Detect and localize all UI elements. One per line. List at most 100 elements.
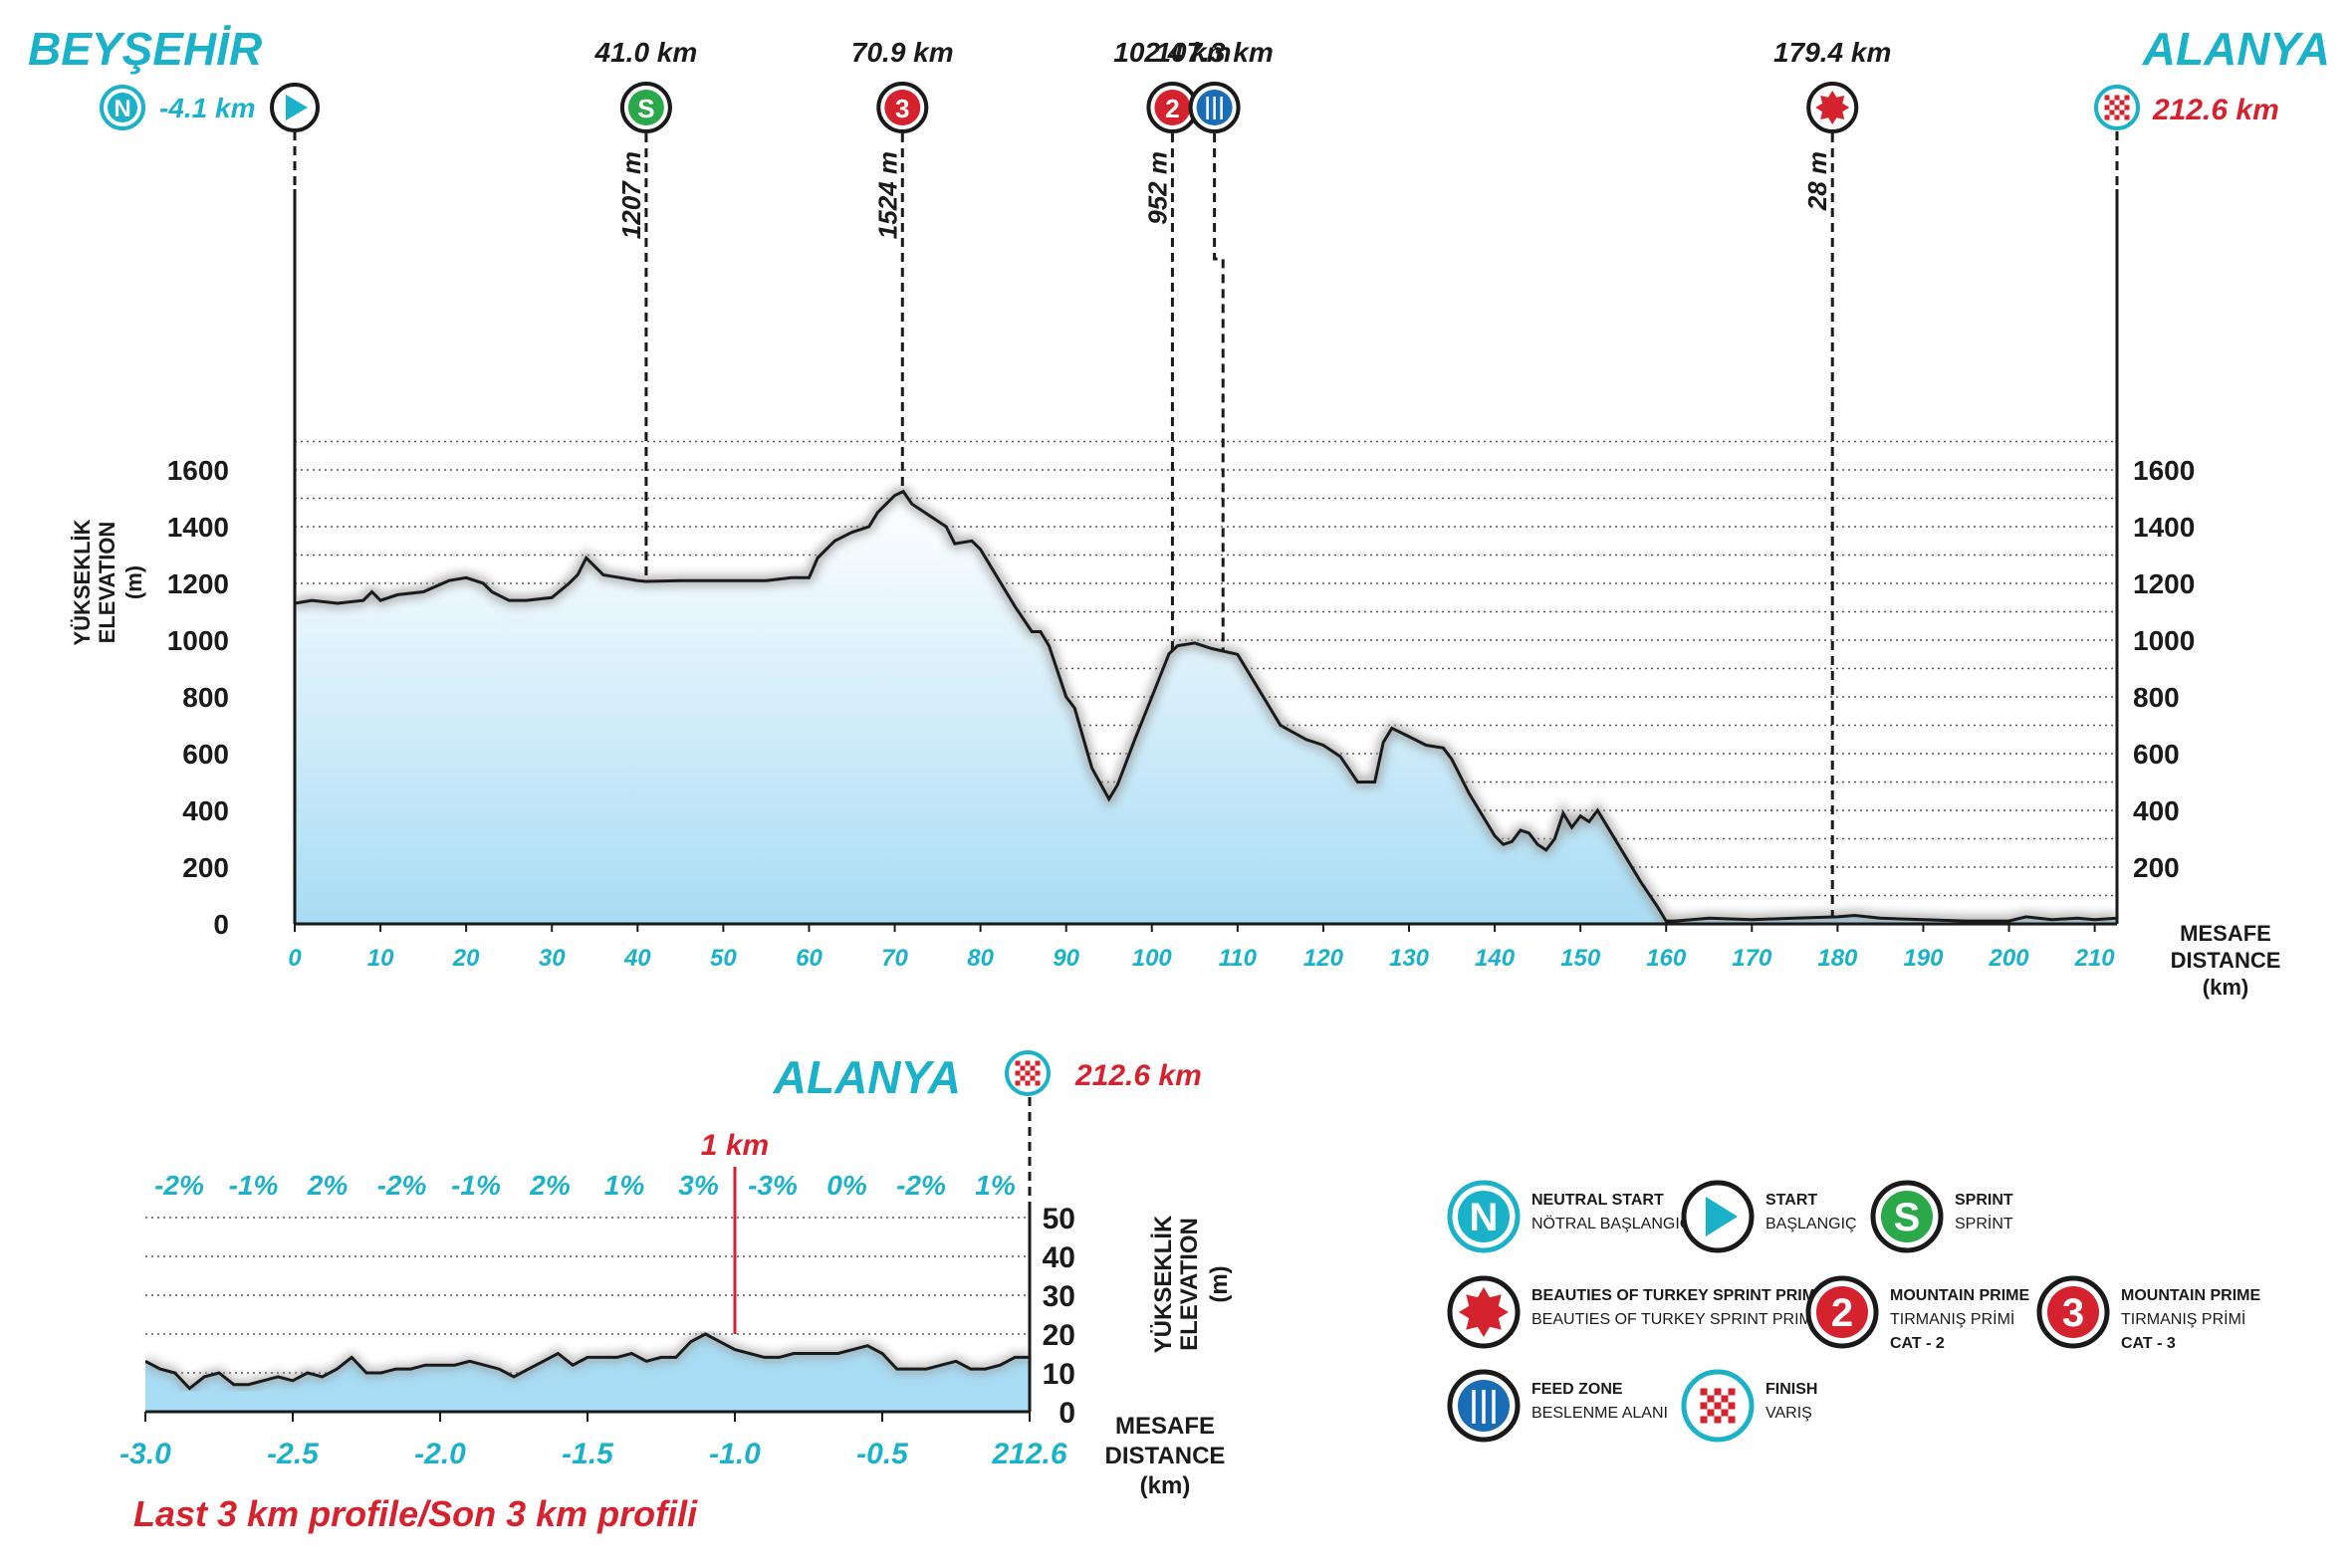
main-x-ticks: 0 10 20 30 40 50 60 70 80 90 100 110 120 130 140 150 160…: [288, 924, 2115, 972]
checker-square: [1714, 1409, 1722, 1417]
checker-square: [2114, 95, 2120, 101]
legend-icon-letter: N: [1470, 1196, 1499, 1239]
last3-x-title-1: MESAFE: [1115, 1413, 1215, 1440]
sprint-icon-disc: [627, 90, 664, 125]
feed-zone-icon: [1447, 1369, 1521, 1443]
checker-square: [1035, 1065, 1041, 1071]
main-x-title-2: DISTANCE: [2171, 948, 2281, 973]
checker-square: [2114, 105, 2120, 111]
checker-square: [2124, 100, 2130, 106]
checker-square: [1030, 1060, 1036, 1066]
checker-square: [1035, 1060, 1041, 1066]
checker-square: [2119, 95, 2125, 101]
legend-subtitle: TIRMANIŞ PRİMİ: [1890, 1309, 2014, 1328]
legend-subtitle: BESLENME ALANI: [1531, 1405, 1668, 1422]
cat2-icon-number: 2: [1165, 94, 1179, 123]
checker-square: [2109, 110, 2115, 115]
legend-item: START BAŞLANGIÇ: [1681, 1180, 1857, 1253]
sprint-km-label: 41.0 km: [594, 37, 698, 68]
neutral-distance: -4.1 km: [159, 93, 256, 123]
main-y-axis-title: YÜKSEKLİK ELEVATION (m): [70, 519, 146, 645]
checker-square: [2114, 100, 2120, 106]
checker-square: [2114, 114, 2120, 120]
checker-square: [1020, 1075, 1026, 1081]
last3-x-tick-label: -1.0: [709, 1438, 761, 1470]
sprint-icon: S: [1870, 1180, 1944, 1253]
main-y-tick-left: 1200: [167, 568, 229, 599]
checker-square: [1728, 1402, 1736, 1410]
legend-icon-number: 2: [1831, 1291, 1853, 1335]
beauties-sprint-icon: [1806, 82, 1859, 133]
legend-icon-disc: [1458, 1191, 1510, 1242]
legend-icon-disc: [2047, 1286, 2099, 1338]
checker-square: [2104, 100, 2110, 106]
cat3-icon-disc: [884, 90, 921, 125]
sprint-icon: S: [619, 82, 672, 133]
feed-dashed-line: [1213, 133, 1225, 652]
main-x-tick-label: 100: [1132, 945, 1173, 972]
last3-gradient-label: 0%: [826, 1170, 867, 1201]
checker-square: [1721, 1388, 1729, 1396]
main-x-axis-title: MESAFE DISTANCE (km): [2171, 921, 2281, 1000]
cat3-elevation-label: 1524 m: [872, 151, 902, 239]
checker-square: [1025, 1070, 1031, 1076]
checker-square: [1707, 1416, 1715, 1424]
checker-square: [2114, 110, 2120, 115]
cat2-elevation-label: 952 m: [1142, 151, 1172, 225]
legend-subtitle: VARIŞ: [1765, 1405, 1812, 1422]
checker-square: [1020, 1065, 1026, 1071]
checker-square: [2124, 114, 2130, 120]
checker-square: [2109, 100, 2115, 106]
main-x-tick-label: 200: [1989, 945, 2030, 972]
last3-gradient-label: -2%: [896, 1170, 946, 1201]
legend-subtitle: BAŞLANGIÇ: [1765, 1216, 1857, 1232]
legend-icon-disc: [1881, 1191, 1933, 1242]
legend-title: FINISH: [1765, 1381, 1817, 1398]
legend-item: 2 MOUNTAIN PRIME TIRMANIŞ PRİMİ CAT - 2: [1805, 1275, 2029, 1352]
checker-square: [2124, 95, 2130, 101]
checker-square: [1714, 1395, 1722, 1403]
main-y-tick-right: 400: [2133, 795, 2180, 826]
legend-title: MOUNTAIN PRIME: [2121, 1287, 2260, 1304]
main-x-tick-label: 50: [710, 945, 737, 972]
last3-y-tick: 0: [1058, 1397, 1075, 1430]
legend-title: SPRINT: [1955, 1192, 2013, 1209]
last3-gradients: -2% -1% 2% -2% -1% 2% 1% 3% -3% 0% -2% 1%: [154, 1170, 1016, 1201]
checker-square: [1020, 1070, 1026, 1076]
checker-square: [1714, 1388, 1722, 1396]
last3-gradient-label: -1%: [451, 1170, 501, 1201]
last3-x-tick-label: -2.5: [267, 1438, 320, 1470]
checker-square: [2109, 105, 2115, 111]
finish-icon: [2094, 85, 2140, 130]
main-x-tick-label: 170: [1732, 945, 1772, 972]
checker-square: [1700, 1402, 1708, 1410]
legend-item: S SPRINT SPRİNT: [1870, 1180, 2013, 1253]
main-x-tick-label: 60: [796, 945, 823, 972]
main-y-tick-right: 1200: [2133, 568, 2195, 599]
checker-square: [1035, 1080, 1041, 1086]
legend-subtitle: NÖTRAL BAŞLANGIÇ: [1531, 1215, 1691, 1232]
neutral-start-icon: N: [1447, 1180, 1521, 1253]
legend-extra: CAT - 3: [2121, 1335, 2176, 1352]
main-grid: [295, 440, 2117, 897]
last3-x-tick-label: -2.0: [414, 1438, 466, 1470]
one-km-label: 1 km: [701, 1129, 769, 1162]
last3-gradient-label: -2%: [377, 1170, 427, 1201]
main-x-tick-label: 140: [1475, 945, 1516, 972]
checker-square: [1015, 1080, 1021, 1086]
main-y-tick-right: 200: [2133, 852, 2180, 883]
checker-square: [1714, 1402, 1722, 1410]
checker-square: [2119, 100, 2125, 106]
main-x-tick-label: 0: [288, 945, 302, 972]
checker-square: [1015, 1060, 1021, 1066]
legend-title: MOUNTAIN PRIME: [1890, 1287, 2029, 1304]
legend-icon-letter: S: [1894, 1196, 1921, 1239]
last3-gradient-label: 1%: [975, 1170, 1016, 1201]
checker-square: [1700, 1409, 1708, 1417]
legend-item: FEED ZONE BESLENME ALANI: [1447, 1369, 1668, 1443]
main-y-tick-right: 1400: [2133, 512, 2195, 543]
checker-square: [1700, 1416, 1708, 1424]
start-city: BEYŞEHİR: [28, 23, 262, 75]
main-x-tick-label: 190: [1903, 945, 1944, 972]
